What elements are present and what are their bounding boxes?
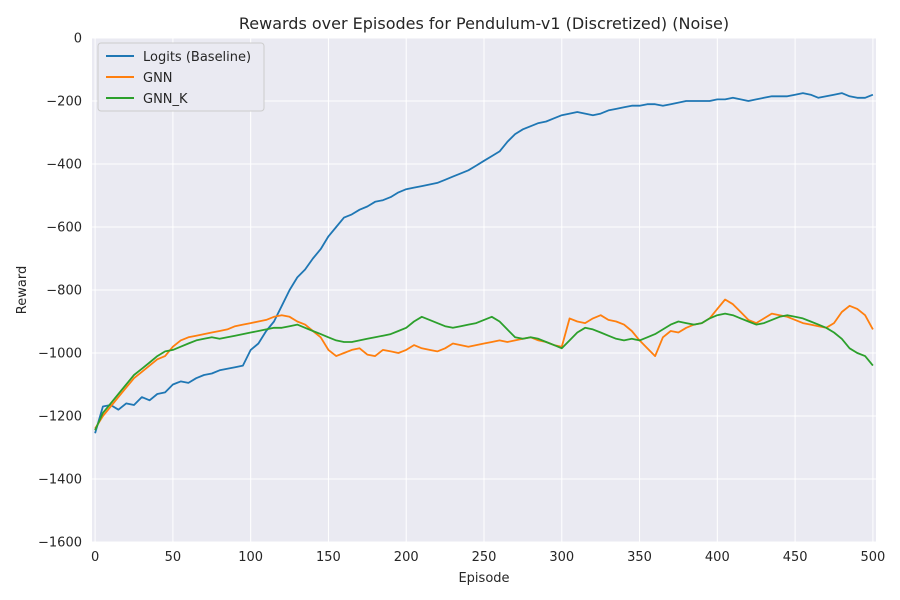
x-axis-title: Episode	[458, 571, 509, 586]
x-tick-label: 350	[627, 550, 652, 565]
y-tick-label: −1200	[38, 410, 82, 425]
x-tick-label: 0	[91, 550, 99, 565]
y-axis-title: Reward	[15, 266, 30, 314]
x-tick-labels: 0 50 100 150 200 250 300 350 400 450 500	[91, 550, 885, 565]
chart-title: Rewards over Episodes for Pendulum-v1 (D…	[239, 14, 729, 33]
x-tick-label: 250	[472, 550, 497, 565]
series-line-3	[94, 312, 874, 431]
x-tick-label: 500	[860, 550, 885, 565]
legend-label: GNN	[143, 71, 173, 86]
x-tick-label: 50	[165, 550, 182, 565]
series-line-1	[94, 92, 874, 434]
series-layer	[94, 92, 874, 434]
x-tick-label: 450	[783, 550, 808, 565]
legend-label: GNN_K	[143, 92, 188, 107]
grid-lines	[92, 37, 876, 543]
y-tick-label: −800	[46, 284, 82, 299]
y-tick-label: 0	[74, 32, 82, 47]
y-tick-label: −400	[46, 158, 82, 173]
y-tick-label: −1400	[38, 473, 82, 488]
y-tick-label: −1600	[38, 536, 82, 551]
legend-box	[97, 42, 265, 112]
y-tick-label: −200	[46, 95, 82, 110]
x-tick-label: 200	[394, 550, 419, 565]
y-tick-label: −1000	[38, 347, 82, 362]
legend-label: Logits (Baseline)	[143, 50, 251, 65]
legend: Logits (Baseline) GNN GNN_K	[97, 42, 265, 112]
series-line-2	[94, 298, 874, 430]
x-tick-label: 300	[549, 550, 574, 565]
y-tick-labels: 0 −200 −400 −600 −800 −1000 −1200 −1400 −1600	[38, 32, 82, 551]
x-tick-label: 400	[705, 550, 730, 565]
y-tick-label: −600	[46, 221, 82, 236]
x-tick-label: 150	[316, 550, 341, 565]
x-tick-label: 100	[238, 550, 263, 565]
